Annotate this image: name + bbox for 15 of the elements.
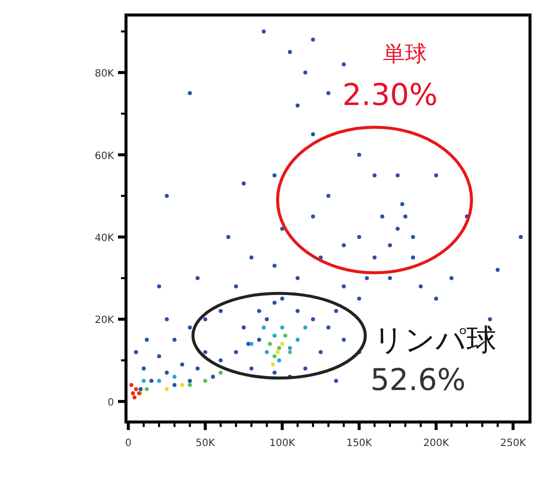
y-tick-label: 60K <box>94 150 114 162</box>
x-tick-label: 150K <box>346 438 372 449</box>
annotation: リンパ球 <box>374 323 496 358</box>
x-tick-label: 50K <box>196 438 216 449</box>
annotation: 52.6% <box>370 363 466 398</box>
annotation: 単球 <box>383 42 427 68</box>
x-tick-label: 250K <box>500 438 526 449</box>
x-tick-label: 0 <box>125 438 132 449</box>
y-tick-label: 40K <box>94 233 114 244</box>
x-tick-label: 200K <box>423 438 450 449</box>
x-tick-label: 100K <box>269 438 296 449</box>
y-tick-label: 20K <box>94 315 114 326</box>
y-tick-label: 80K <box>94 68 114 80</box>
annotation: 2.30% <box>342 78 438 114</box>
y-tick-label: 0 <box>108 397 114 408</box>
